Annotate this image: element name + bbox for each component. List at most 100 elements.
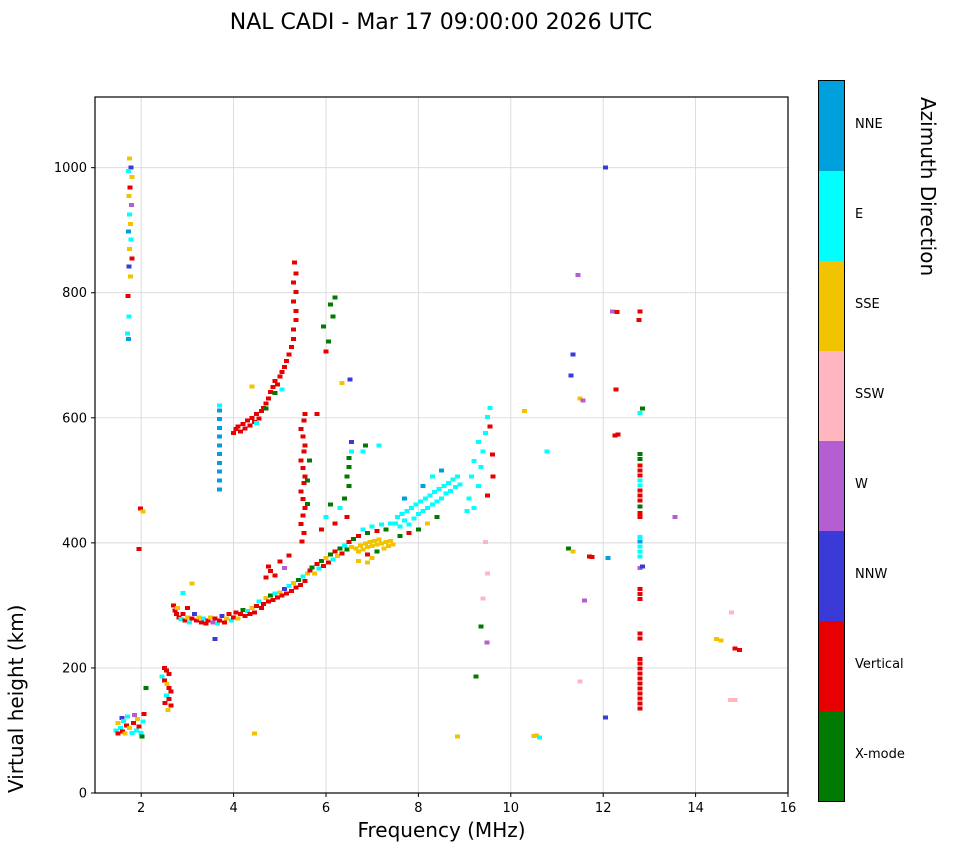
echo-point <box>240 422 246 427</box>
legend-swatch-SSW <box>819 351 844 441</box>
echo-point <box>171 603 177 608</box>
echo-point <box>478 624 484 629</box>
echo-point <box>217 417 223 422</box>
echo-point <box>637 706 643 711</box>
echo-point <box>302 505 308 510</box>
echo-point <box>487 405 493 410</box>
echo-point <box>603 715 609 720</box>
echo-point <box>455 474 461 479</box>
echo-point <box>208 615 213 620</box>
echo-point <box>164 682 170 687</box>
echo-point <box>300 497 306 502</box>
echo-point <box>637 515 643 520</box>
echo-point <box>362 443 368 448</box>
echo-point <box>353 546 359 551</box>
echo-point <box>637 696 643 701</box>
echo-point <box>168 703 174 708</box>
echo-point <box>286 553 292 558</box>
echo-point <box>281 565 287 570</box>
echo-point <box>637 636 643 641</box>
echo-point <box>272 573 278 578</box>
echo-point <box>318 527 324 532</box>
echo-point <box>475 483 481 488</box>
echo-point <box>732 646 738 651</box>
echo-point <box>415 512 421 517</box>
legend-label-SSW: SSW <box>855 387 885 402</box>
echo-point <box>355 559 361 563</box>
echo-point <box>302 443 308 448</box>
echo-point <box>346 455 352 460</box>
echo-point <box>301 449 307 454</box>
legend-label-SSE: SSE <box>855 297 880 312</box>
echo-point <box>128 203 134 208</box>
echo-point <box>316 566 322 571</box>
echo-point <box>138 730 144 735</box>
echo-point <box>166 672 172 677</box>
echo-point <box>637 498 643 503</box>
echo-point <box>321 324 327 329</box>
echo-point <box>346 540 352 545</box>
echo-point <box>212 637 218 642</box>
echo-point <box>392 521 398 526</box>
echo-point <box>281 365 287 370</box>
echo-point <box>293 271 299 276</box>
echo-point <box>637 661 643 666</box>
echo-point <box>187 620 193 625</box>
legend-label-W: W <box>855 477 868 492</box>
echo-point <box>415 527 421 532</box>
colorbar-title: Azimuth Direction <box>916 97 940 277</box>
echo-point <box>128 221 134 226</box>
echo-point <box>339 551 345 556</box>
echo-point <box>358 543 364 548</box>
echo-point <box>348 545 354 550</box>
echo-point <box>217 443 223 448</box>
echo-point <box>637 671 643 676</box>
echo-point <box>348 440 354 445</box>
echo-point <box>475 440 481 445</box>
echo-point <box>274 382 280 387</box>
echo-point <box>473 674 479 679</box>
echo-point <box>390 542 396 547</box>
echo-point <box>139 734 145 739</box>
echo-point <box>469 474 475 479</box>
echo-point <box>124 714 130 719</box>
echo-point <box>279 593 285 598</box>
echo-point <box>321 564 327 569</box>
echo-point <box>300 574 306 579</box>
echo-point <box>166 685 172 690</box>
echo-point <box>161 665 167 670</box>
legend-swatch-X <box>819 711 844 801</box>
echo-point <box>374 528 380 533</box>
echo-point <box>117 725 123 730</box>
echo-point <box>300 513 306 518</box>
echo-point <box>614 310 620 315</box>
echo-point <box>355 533 361 538</box>
echo-point <box>328 302 334 307</box>
echo-point <box>298 489 304 494</box>
echo-point <box>544 449 550 454</box>
echo-point <box>164 693 170 698</box>
echo-point <box>328 502 334 507</box>
echo-point <box>125 168 131 173</box>
echo-point <box>279 387 285 392</box>
echo-point <box>399 512 405 517</box>
echo-point <box>445 480 451 485</box>
echo-point <box>126 193 132 198</box>
echo-point <box>330 557 336 562</box>
echo-point <box>115 731 121 736</box>
echo-point <box>291 327 297 332</box>
echo-point <box>132 712 138 717</box>
echo-point <box>369 555 375 560</box>
echo-point <box>291 280 297 285</box>
echo-point <box>365 552 371 557</box>
echo-point <box>217 434 223 439</box>
echo-point <box>348 449 354 454</box>
echo-point <box>582 598 588 603</box>
echo-point <box>126 314 132 319</box>
echo-point <box>286 584 292 589</box>
echo-point <box>256 599 262 604</box>
echo-point <box>381 546 387 551</box>
echo-point <box>299 539 305 544</box>
echo-point <box>311 571 317 576</box>
echo-point <box>637 410 643 415</box>
